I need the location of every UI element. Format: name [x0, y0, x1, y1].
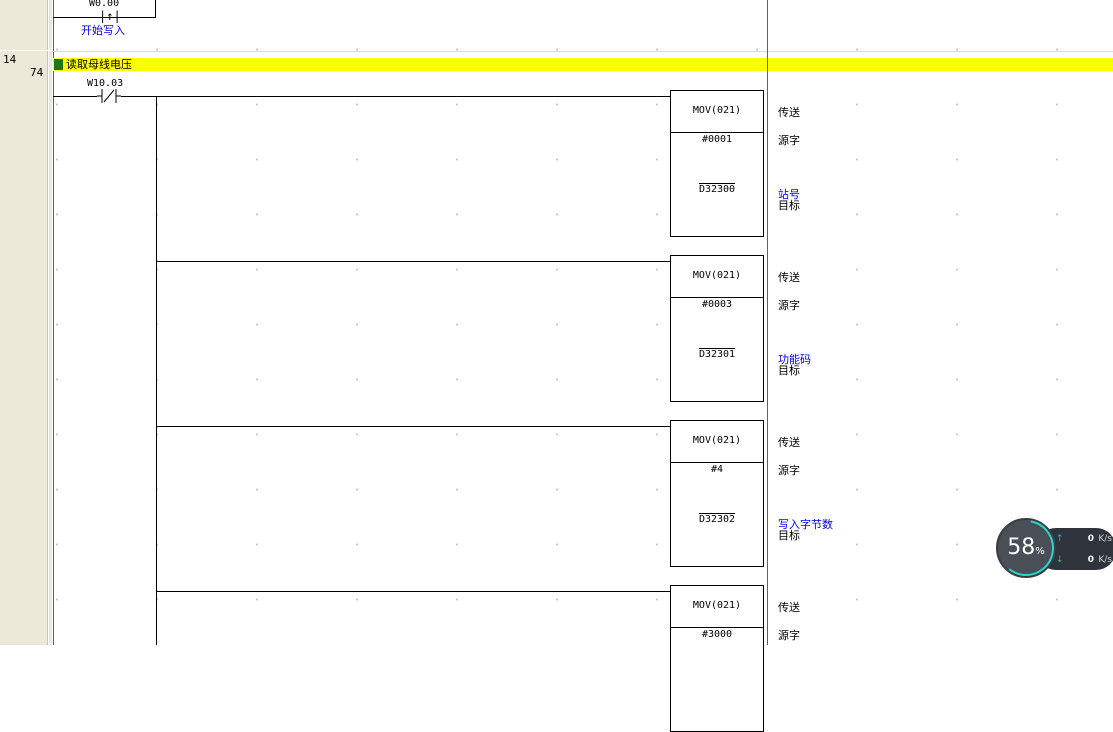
dest-description: 目标 [778, 529, 800, 542]
mov-instruction-block[interactable]: MOV(021) #0003 D32301 [670, 255, 764, 402]
ladder-canvas[interactable] [52, 0, 1113, 645]
branch-rung-line [156, 261, 670, 262]
source-operand: #3000 [701, 629, 733, 640]
upload-arrow-icon: ↑ [1056, 534, 1064, 544]
branch-rung-line [156, 591, 670, 592]
download-speed: ↓ 0 K/s [1056, 555, 1112, 565]
prev-rung-line [53, 17, 155, 18]
op-description: 传送 [778, 601, 800, 614]
memory-usage-gauge[interactable]: 58% [996, 518, 1056, 578]
instruction-mnemonic: MOV(021) [671, 586, 763, 628]
instruction-mnemonic: MOV(021) [671, 91, 763, 133]
rung-comment-text: 读取母线电压 [66, 58, 132, 71]
mov-instruction-block[interactable]: MOV(021) #0001 D32300 [670, 90, 764, 237]
left-power-rail [53, 0, 54, 645]
dest-description: 目标 [778, 199, 800, 212]
gutter-border [49, 0, 52, 645]
comment-marker [54, 59, 63, 70]
mov-instruction-block[interactable]: MOV(021) #3000 [670, 585, 764, 732]
upload-speed: ↑ 0 K/s [1056, 534, 1112, 544]
op-description: 传送 [778, 271, 800, 284]
dest-operand: D32302 [698, 514, 736, 525]
dest-comment: 功能码 [778, 353, 811, 366]
rung-separator [52, 51, 1113, 52]
prev-contact-address: W0.00 [89, 0, 120, 9]
right-power-rail [767, 0, 768, 645]
rung-number: 14 [3, 53, 17, 66]
rung-comment[interactable]: 读取母线电压 [53, 58, 1113, 71]
mov-instruction-block[interactable]: MOV(021) #4 D32302 [670, 420, 764, 567]
line-number-gutter [0, 0, 48, 645]
prev-contact-comment: 开始写入 [81, 24, 125, 37]
gutter-separator [0, 50, 52, 51]
source-operand: #0003 [701, 299, 733, 310]
src-description: 源字 [778, 629, 800, 642]
op-description: 传送 [778, 106, 800, 119]
instruction-mnemonic: MOV(021) [671, 421, 763, 463]
dest-operand: D32300 [698, 184, 736, 195]
dest-description: 目标 [778, 364, 800, 377]
source-operand: #0001 [701, 134, 733, 145]
src-description: 源字 [778, 299, 800, 312]
branch-rung-line [156, 426, 670, 427]
prev-rung-branch [155, 0, 156, 18]
step-number: 74 [30, 66, 44, 79]
contact-address: W10.03 [87, 78, 124, 89]
dest-comment: 写入字节数 [778, 518, 833, 531]
branch-line [156, 96, 157, 645]
dest-operand: D32301 [698, 349, 736, 360]
src-description: 源字 [778, 134, 800, 147]
rung-line [53, 96, 670, 97]
instruction-mnemonic: MOV(021) [671, 256, 763, 298]
src-description: 源字 [778, 464, 800, 477]
op-description: 传送 [778, 436, 800, 449]
rising-edge-contact-icon[interactable]: |↑| [99, 9, 121, 23]
gauge-percent: 58 [1007, 535, 1036, 560]
download-arrow-icon: ↓ [1056, 555, 1064, 565]
network-speed-widget[interactable]: ↑ 0 K/s ↓ 0 K/s 58% [996, 518, 1113, 580]
nc-contact-icon[interactable] [97, 89, 121, 103]
percent-sign: % [1035, 546, 1045, 557]
dest-comment: 站号 [778, 188, 800, 201]
source-operand: #4 [710, 464, 724, 475]
